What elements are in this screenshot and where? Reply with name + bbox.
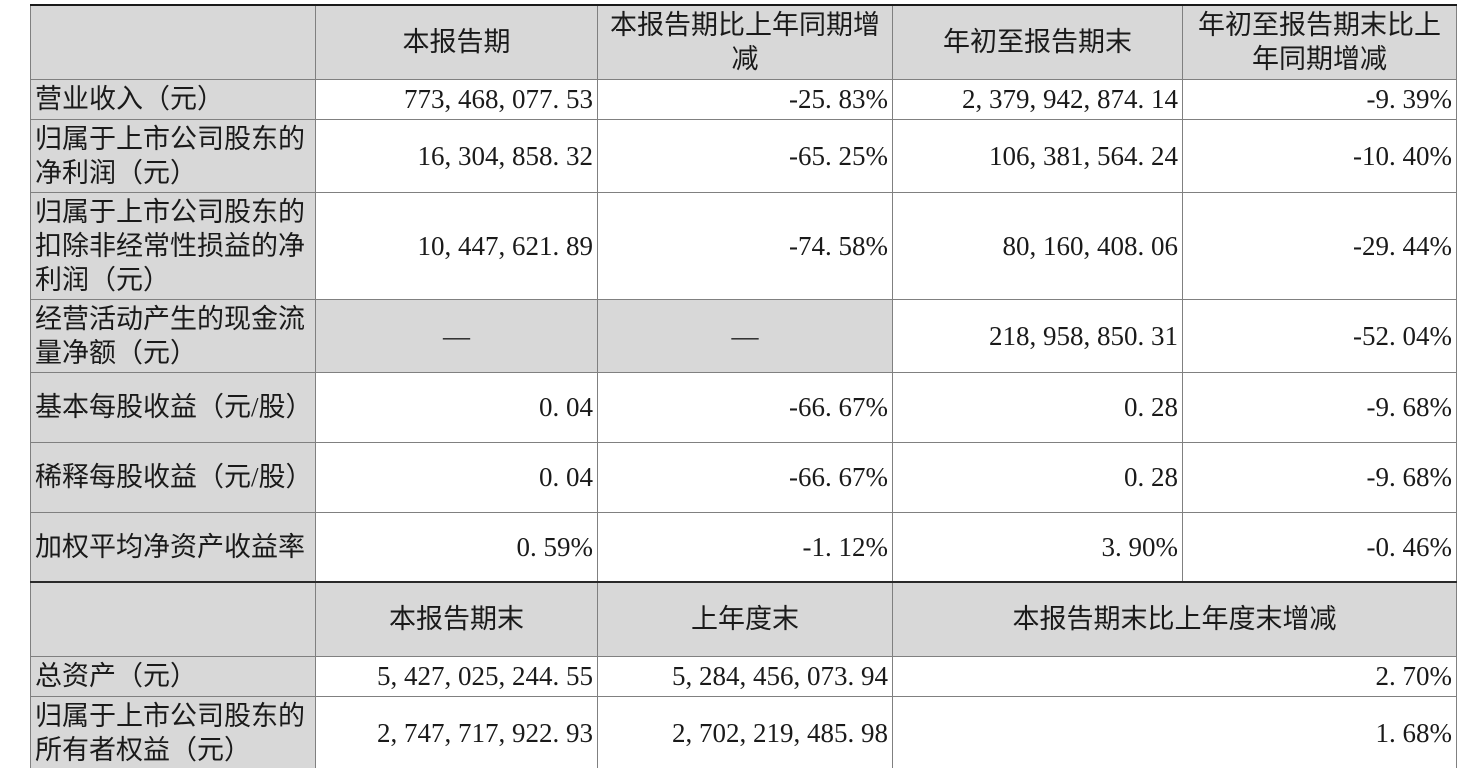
cell-value: 0. 04 xyxy=(315,371,598,443)
cell-value: 16, 304, 858. 32 xyxy=(315,118,598,193)
cell-value: 106, 381, 564. 24 xyxy=(892,118,1183,193)
cell-value: 10, 447, 621. 89 xyxy=(315,191,598,300)
column-header-period-end-change: 本报告期末比上年度末增减 xyxy=(892,581,1457,657)
column-header-current-period-yoy-change: 本报告期比上年同期增减 xyxy=(597,4,893,80)
cell-value: -74. 58% xyxy=(597,191,893,300)
cell-value: 2, 702, 219, 485. 98 xyxy=(597,695,893,768)
cell-value: -10. 40% xyxy=(1182,118,1457,193)
cell-value: 5, 427, 025, 244. 55 xyxy=(315,655,598,697)
table-row-diluted-eps: 稀释每股收益（元/股） 0. 04 -66. 67% 0. 28 -9. 68% xyxy=(30,441,1457,513)
cell-value: 80, 160, 408. 06 xyxy=(892,191,1183,300)
cell-value: 5, 284, 456, 073. 94 xyxy=(597,655,893,697)
cell-value-dash: — xyxy=(315,298,598,373)
cell-value: -65. 25% xyxy=(597,118,893,193)
column-header-end-of-last-year: 上年度末 xyxy=(597,581,893,657)
row-label: 基本每股收益（元/股） xyxy=(30,371,316,443)
row-label: 归属于上市公司股东的净利润（元） xyxy=(30,118,316,193)
cell-value: -1. 12% xyxy=(597,511,893,583)
table-row-total-assets: 总资产（元） 5, 427, 025, 244. 55 5, 284, 456,… xyxy=(30,655,1457,697)
table-row-operating-revenue: 营业收入（元） 773, 468, 077. 53 -25. 83% 2, 37… xyxy=(30,78,1457,120)
cell-value: 0. 04 xyxy=(315,441,598,513)
cell-value: 3. 90% xyxy=(892,511,1183,583)
cell-value: -9. 39% xyxy=(1182,78,1457,120)
financial-summary-table: 本报告期 本报告期比上年同期增减 年初至报告期末 年初至报告期末比上年同期增减 … xyxy=(30,4,1457,768)
cell-value: -9. 68% xyxy=(1182,371,1457,443)
row-label: 总资产（元） xyxy=(30,655,316,697)
column-header-year-to-date-yoy-change: 年初至报告期末比上年同期增减 xyxy=(1182,4,1457,80)
column-header-end-of-period: 本报告期末 xyxy=(315,581,598,657)
period-header-row: 本报告期 本报告期比上年同期增减 年初至报告期末 年初至报告期末比上年同期增减 xyxy=(30,4,1457,80)
table-row-owners-equity: 归属于上市公司股东的所有者权益（元） 2, 747, 717, 922. 93 … xyxy=(30,695,1457,768)
cell-value: -25. 83% xyxy=(597,78,893,120)
table-row-net-profit: 归属于上市公司股东的净利润（元） 16, 304, 858. 32 -65. 2… xyxy=(30,118,1457,193)
cell-value-dash: — xyxy=(597,298,893,373)
cell-value: 0. 28 xyxy=(892,441,1183,513)
cell-value: -29. 44% xyxy=(1182,191,1457,300)
cell-value: 2, 379, 942, 874. 14 xyxy=(892,78,1183,120)
cell-value: -66. 67% xyxy=(597,371,893,443)
column-header-current-period: 本报告期 xyxy=(315,4,598,80)
column-header-blank xyxy=(30,4,316,80)
cell-value: -66. 67% xyxy=(597,441,893,513)
cell-value: -52. 04% xyxy=(1182,298,1457,373)
cell-value: -0. 46% xyxy=(1182,511,1457,583)
cell-value: 773, 468, 077. 53 xyxy=(315,78,598,120)
cell-value: 0. 59% xyxy=(315,511,598,583)
column-header-blank xyxy=(30,581,316,657)
row-label: 加权平均净资产收益率 xyxy=(30,511,316,583)
row-label: 归属于上市公司股东的扣除非经常性损益的净利润（元） xyxy=(30,191,316,300)
cell-value: 2, 747, 717, 922. 93 xyxy=(315,695,598,768)
cell-value: -9. 68% xyxy=(1182,441,1457,513)
row-label: 稀释每股收益（元/股） xyxy=(30,441,316,513)
column-header-year-to-date: 年初至报告期末 xyxy=(892,4,1183,80)
cell-value: 218, 958, 850. 31 xyxy=(892,298,1183,373)
table-row-basic-eps: 基本每股收益（元/股） 0. 04 -66. 67% 0. 28 -9. 68% xyxy=(30,371,1457,443)
table-row-net-profit-excl-nonrecurring: 归属于上市公司股东的扣除非经常性损益的净利润（元） 10, 447, 621. … xyxy=(30,191,1457,300)
cell-value: 1. 68% xyxy=(892,695,1457,768)
row-label: 经营活动产生的现金流量净额（元） xyxy=(30,298,316,373)
table-row-operating-cash-flow: 经营活动产生的现金流量净额（元） — — 218, 958, 850. 31 -… xyxy=(30,298,1457,373)
cell-value: 0. 28 xyxy=(892,371,1183,443)
cell-value: 2. 70% xyxy=(892,655,1457,697)
row-label: 营业收入（元） xyxy=(30,78,316,120)
period-end-header-row: 本报告期末 上年度末 本报告期末比上年度末增减 xyxy=(30,581,1457,657)
row-label: 归属于上市公司股东的所有者权益（元） xyxy=(30,695,316,768)
table-row-weighted-avg-roe: 加权平均净资产收益率 0. 59% -1. 12% 3. 90% -0. 46% xyxy=(30,511,1457,583)
